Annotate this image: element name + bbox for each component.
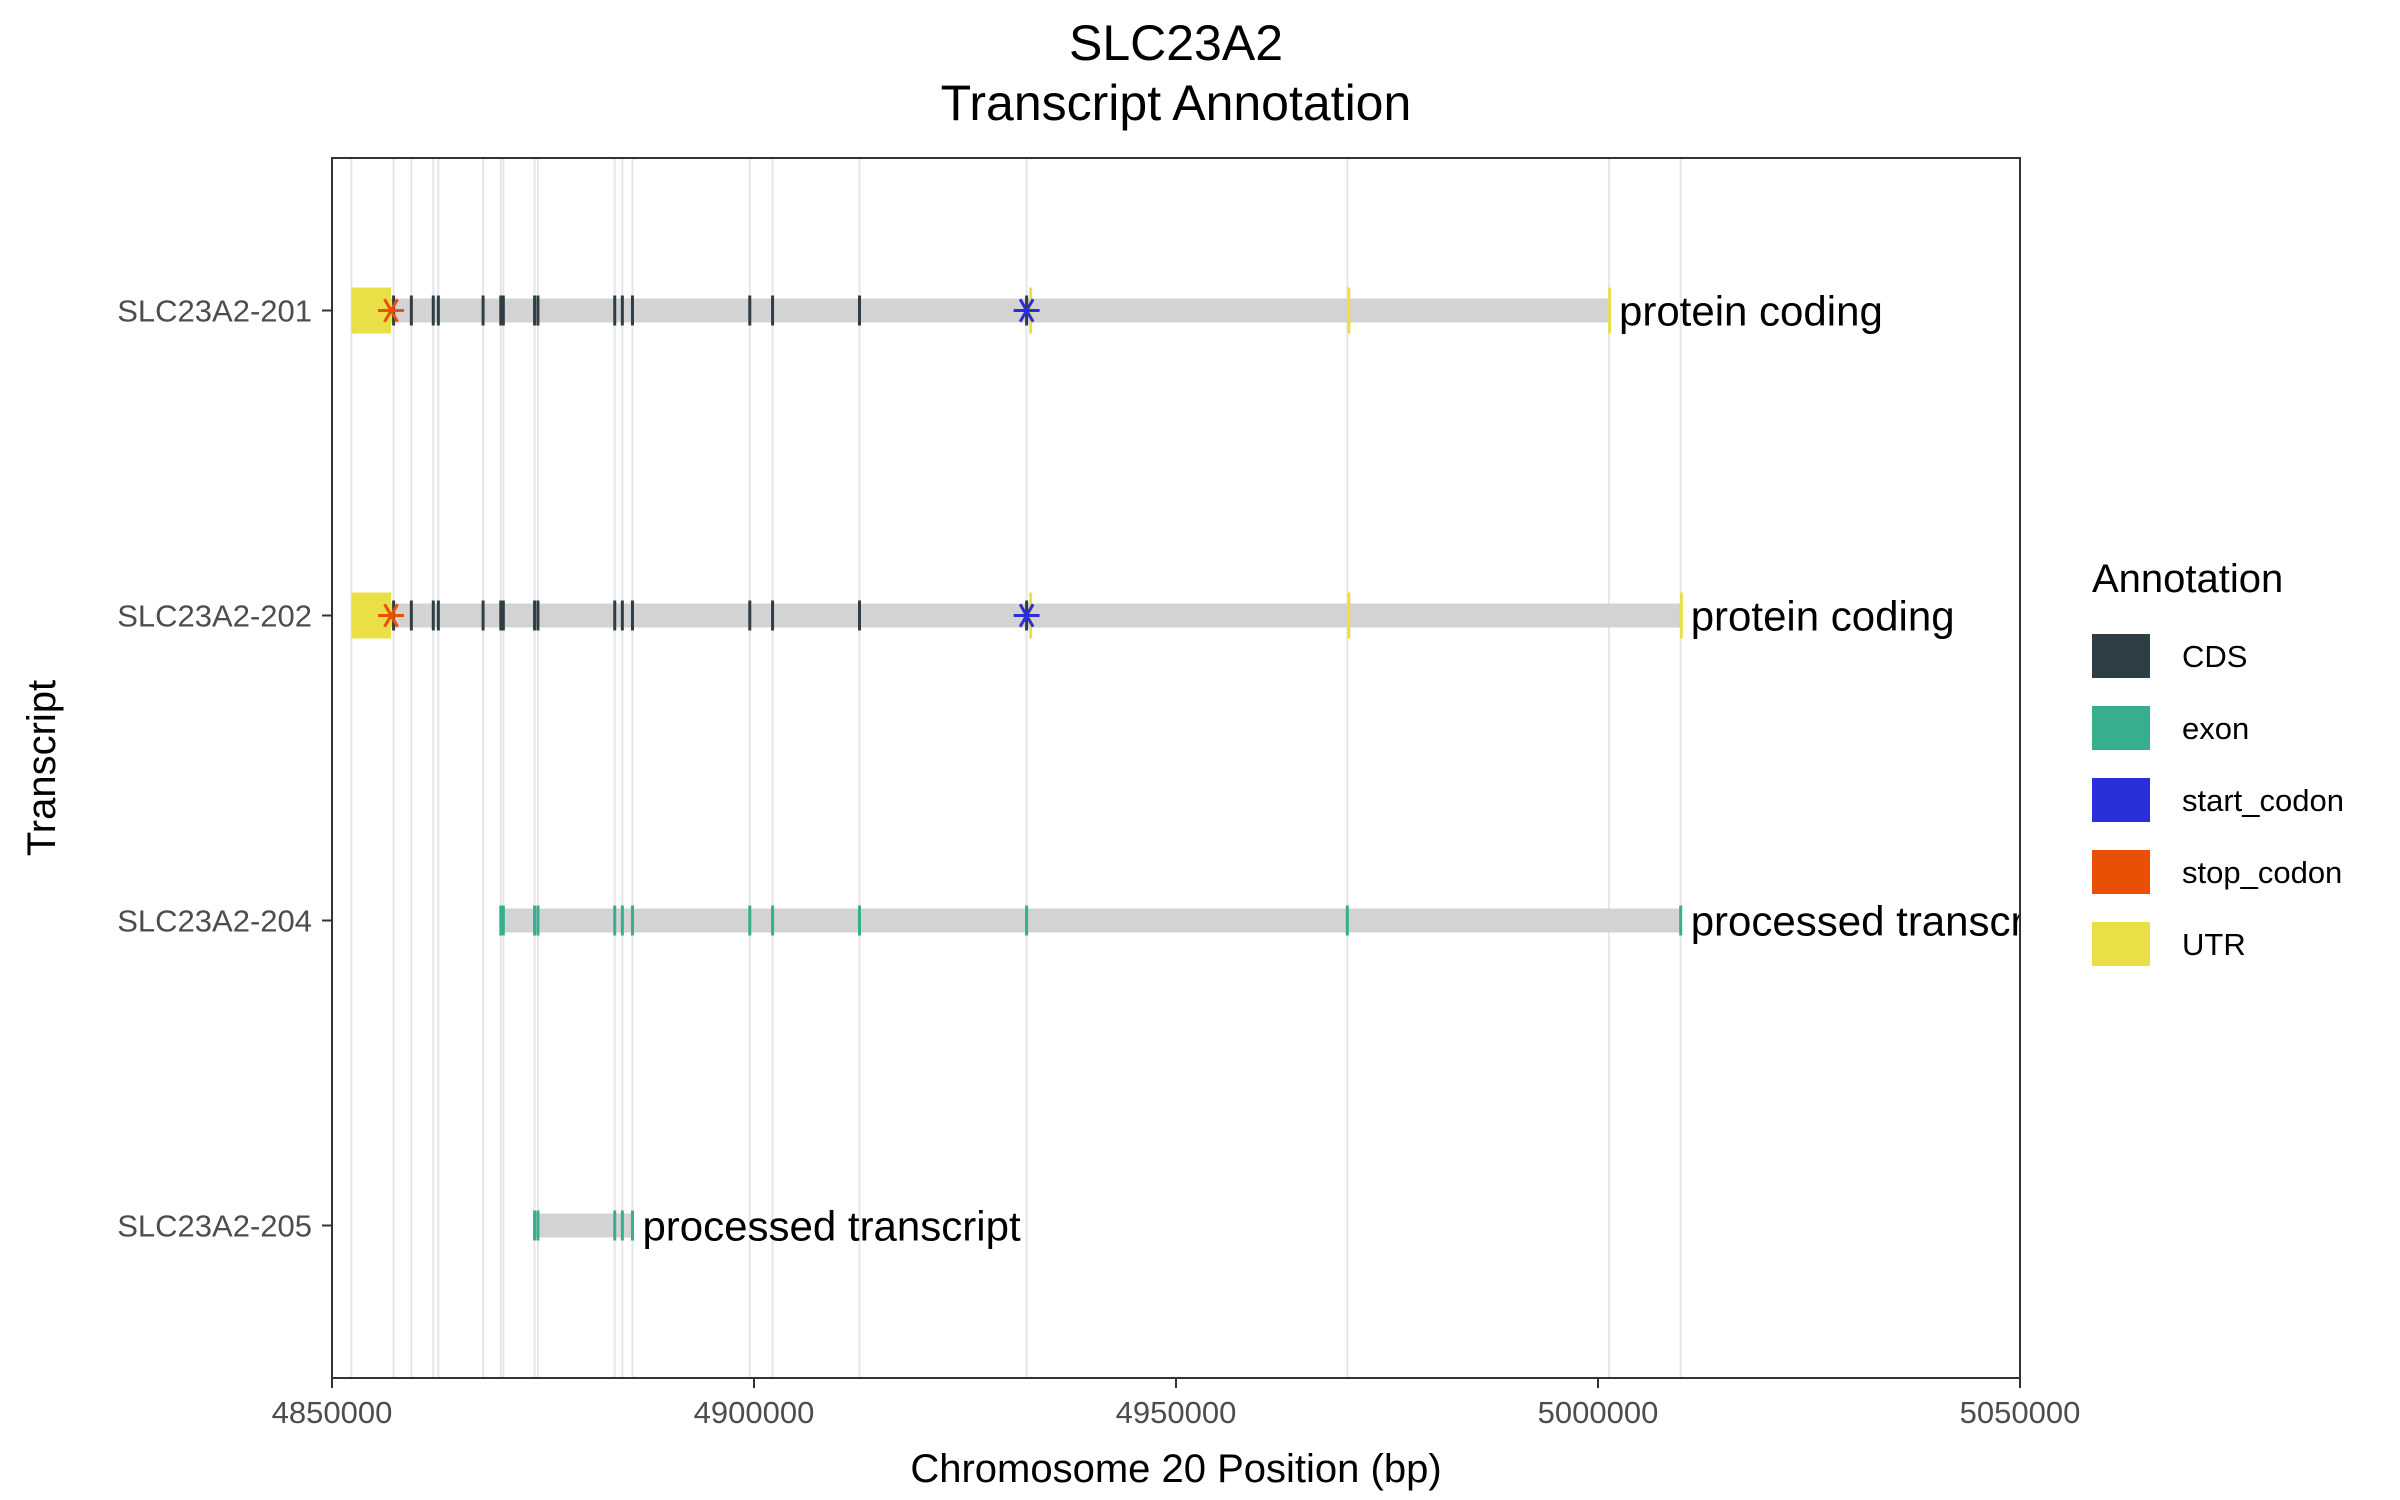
x-axis-title: Chromosome 20 Position (bp) xyxy=(910,1447,1441,1491)
utr-block xyxy=(1347,592,1351,639)
cds-block xyxy=(536,295,540,326)
legend-item-label: start_codon xyxy=(2182,783,2344,818)
cds-block xyxy=(613,600,617,631)
x-axis: 4850000 4900000 4950000 5000000 5050000 xyxy=(272,1378,2081,1430)
chart-subtitle: Transcript Annotation xyxy=(941,75,1412,131)
cds-block xyxy=(533,600,537,631)
intron-bar xyxy=(500,908,1681,933)
chart-title: SLC23A2 xyxy=(1069,15,1283,71)
x-tick-label: 4850000 xyxy=(272,1395,393,1430)
cds-block xyxy=(771,295,775,326)
legend: Annotation CDS exon start_codon stop_codon U… xyxy=(2092,557,2344,966)
cds-block xyxy=(481,600,485,631)
cds-block xyxy=(613,295,617,326)
gridlines xyxy=(350,158,1682,1378)
exon-block xyxy=(533,1210,537,1241)
x-tick-label: 5000000 xyxy=(1538,1395,1659,1430)
intron-bar xyxy=(534,1213,633,1238)
utr-block xyxy=(1608,287,1612,334)
cds-block xyxy=(501,295,505,326)
transcript-biotype-label: protein coding xyxy=(1691,593,1955,640)
y-tick-label: SLC23A2-204 xyxy=(117,904,312,939)
cds-block xyxy=(620,600,624,631)
cds-block xyxy=(748,600,752,631)
exon-block xyxy=(533,905,537,936)
x-tick-label: 4950000 xyxy=(1116,1395,1237,1430)
exon-block xyxy=(630,1210,634,1241)
exon-block xyxy=(536,1210,540,1241)
exon-block xyxy=(613,905,617,936)
cds-block xyxy=(436,600,440,631)
exon-block xyxy=(748,905,752,936)
legend-swatch xyxy=(2092,778,2150,822)
transcript-tracks: processed transcript processed transcript… xyxy=(351,287,2069,1250)
legend-title: Annotation xyxy=(2092,557,2283,601)
legend-swatch xyxy=(2092,850,2150,894)
start-codon-marker xyxy=(1018,603,1035,628)
cds-block xyxy=(858,295,861,326)
legend-item-label: stop_codon xyxy=(2182,855,2342,890)
cds-block xyxy=(436,295,440,326)
utr-block xyxy=(1679,592,1683,639)
cds-block xyxy=(409,295,413,326)
cds-block xyxy=(630,600,634,631)
exon-block xyxy=(630,905,634,936)
intron-bar xyxy=(351,298,1609,323)
utr-block xyxy=(1347,287,1351,334)
exon-block xyxy=(858,905,861,936)
exon-block xyxy=(1025,905,1029,936)
cds-block xyxy=(536,600,540,631)
exon-block xyxy=(1345,905,1349,936)
cds-block xyxy=(409,600,413,631)
y-tick-label: SLC23A2-205 xyxy=(117,1209,312,1244)
x-tick-label: 5050000 xyxy=(1960,1395,2081,1430)
y-axis-title: Transcript xyxy=(20,680,64,856)
transcript-biotype-label: processed transcript xyxy=(642,1203,1020,1250)
cds-block xyxy=(771,600,775,631)
stop-codon-marker xyxy=(383,603,399,628)
exon-block xyxy=(771,905,775,936)
cds-block xyxy=(748,295,752,326)
exon-block xyxy=(536,905,540,936)
legend-item-label: exon xyxy=(2182,711,2249,746)
transcript-biotype-label: processed transcript xyxy=(1691,898,2069,945)
cds-block xyxy=(620,295,624,326)
plot-panel-background xyxy=(332,158,2020,1378)
cds-block xyxy=(481,295,485,326)
exon-block xyxy=(501,905,505,936)
cds-block xyxy=(533,295,537,326)
cds-block xyxy=(630,295,634,326)
legend-swatch xyxy=(2092,922,2150,966)
cds-block xyxy=(858,600,861,631)
exon-block xyxy=(620,905,624,936)
exon-block xyxy=(613,1210,617,1241)
y-tick-label: SLC23A2-201 xyxy=(117,294,312,329)
legend-swatch xyxy=(2092,706,2150,750)
stop-codon-marker xyxy=(383,298,399,323)
cds-block xyxy=(431,295,435,326)
exon-block xyxy=(499,905,503,936)
cds-block xyxy=(499,295,503,326)
legend-item-label: CDS xyxy=(2182,639,2247,674)
legend-swatch xyxy=(2092,634,2150,678)
exon-block xyxy=(620,1210,624,1241)
x-tick-label: 4900000 xyxy=(694,1395,815,1430)
legend-item-label: UTR xyxy=(2182,927,2246,962)
exon-block xyxy=(1679,905,1683,936)
start-codon-marker xyxy=(1018,298,1035,323)
cds-block xyxy=(431,600,435,631)
transcript-biotype-label: protein coding xyxy=(1619,288,1883,335)
cds-block xyxy=(499,600,503,631)
y-tick-label: SLC23A2-202 xyxy=(117,599,312,634)
y-axis: SLC23A2-205 SLC23A2-204 SLC23A2-202 SLC23A2… xyxy=(117,294,332,1244)
cds-block xyxy=(501,600,505,631)
